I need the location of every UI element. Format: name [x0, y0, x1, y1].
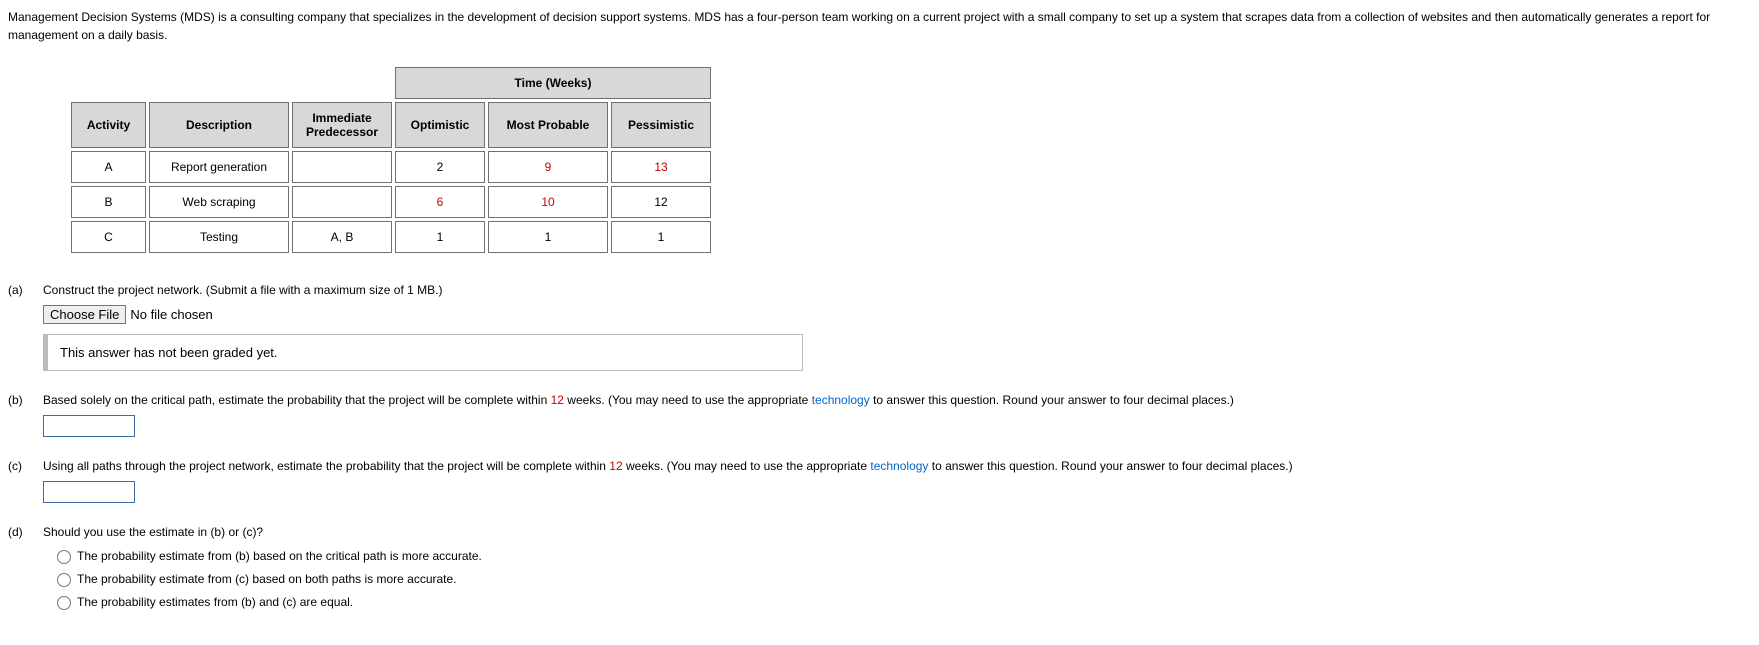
col-pessimistic: Pessimistic	[611, 102, 711, 148]
part-b-seg2: weeks. (You may need to use the appropri…	[564, 393, 812, 407]
cell-optimistic: 6	[395, 186, 485, 218]
cell-description: Web scraping	[149, 186, 289, 218]
table-row: AReport generation 2913	[71, 151, 711, 183]
cell-pessimistic: 13	[611, 151, 711, 183]
cell-most-probable: 1	[488, 221, 608, 253]
cell-pessimistic: 1	[611, 221, 711, 253]
problem-intro: Management Decision Systems (MDS) is a c…	[8, 8, 1751, 44]
cell-activity: B	[71, 186, 146, 218]
cell-most-probable: 10	[488, 186, 608, 218]
table-row: CTestingA, B111	[71, 221, 711, 253]
cell-pessimistic: 12	[611, 186, 711, 218]
part-c-seg3: to answer this question. Round your answ…	[928, 459, 1292, 473]
cell-optimistic: 1	[395, 221, 485, 253]
radio-icon[interactable]	[57, 596, 71, 610]
col-predecessor: Immediate Predecessor	[292, 102, 392, 148]
cell-predecessor: A, B	[292, 221, 392, 253]
part-c-label: (c)	[8, 457, 43, 473]
radio-option[interactable]: The probability estimates from (b) and (…	[57, 593, 1751, 612]
part-b: (b) Based solely on the critical path, e…	[8, 391, 1751, 437]
not-graded-notice: This answer has not been graded yet.	[43, 334, 803, 371]
part-a: (a) Construct the project network. (Subm…	[8, 281, 1751, 371]
part-d-label: (d)	[8, 523, 43, 539]
part-c-text: Using all paths through the project netw…	[43, 457, 1751, 475]
part-b-text: Based solely on the critical path, estim…	[43, 391, 1751, 409]
table-row: BWeb scraping 61012	[71, 186, 711, 218]
choose-file-button[interactable]: Choose File	[43, 305, 126, 324]
part-c-answer-input[interactable]	[43, 481, 135, 503]
empty-header-cell	[71, 67, 392, 99]
table-header-group-row: Time (Weeks)	[71, 67, 711, 99]
time-group-header: Time (Weeks)	[395, 67, 711, 99]
table-header-row: Activity Description Immediate Predecess…	[71, 102, 711, 148]
part-b-seg3: to answer this question. Round your answ…	[870, 393, 1234, 407]
cell-most-probable: 9	[488, 151, 608, 183]
part-c-seg1: Using all paths through the project netw…	[43, 459, 609, 473]
part-c-weeks: 12	[609, 459, 622, 473]
part-d-options: The probability estimate from (b) based …	[43, 547, 1751, 613]
radio-icon[interactable]	[57, 573, 71, 587]
cell-optimistic: 2	[395, 151, 485, 183]
radio-option[interactable]: The probability estimate from (c) based …	[57, 570, 1751, 589]
part-c-seg2: weeks. (You may need to use the appropri…	[623, 459, 871, 473]
cell-description: Testing	[149, 221, 289, 253]
col-description: Description	[149, 102, 289, 148]
file-upload-row: Choose File No file chosen	[43, 305, 1751, 324]
col-optimistic: Optimistic	[395, 102, 485, 148]
part-d-text: Should you use the estimate in (b) or (c…	[43, 523, 1751, 541]
cell-predecessor	[292, 186, 392, 218]
part-a-text: Construct the project network. (Submit a…	[43, 281, 1751, 299]
part-b-seg1: Based solely on the critical path, estim…	[43, 393, 551, 407]
col-activity: Activity	[71, 102, 146, 148]
activity-table-wrap: Time (Weeks) Activity Description Immedi…	[68, 64, 1751, 256]
radio-icon[interactable]	[57, 550, 71, 564]
part-b-weeks: 12	[551, 393, 564, 407]
cell-description: Report generation	[149, 151, 289, 183]
cell-activity: C	[71, 221, 146, 253]
activity-table: Time (Weeks) Activity Description Immedi…	[68, 64, 714, 256]
part-a-label: (a)	[8, 281, 43, 297]
part-c: (c) Using all paths through the project …	[8, 457, 1751, 503]
radio-option[interactable]: The probability estimate from (b) based …	[57, 547, 1751, 566]
radio-label: The probability estimate from (c) based …	[77, 570, 457, 589]
cell-activity: A	[71, 151, 146, 183]
part-d: (d) Should you use the estimate in (b) o…	[8, 523, 1751, 617]
technology-link-b[interactable]: technology	[812, 393, 870, 407]
part-b-answer-input[interactable]	[43, 415, 135, 437]
part-b-label: (b)	[8, 391, 43, 407]
file-status-label: No file chosen	[130, 307, 212, 322]
cell-predecessor	[292, 151, 392, 183]
radio-label: The probability estimates from (b) and (…	[77, 593, 353, 612]
col-most-probable: Most Probable	[488, 102, 608, 148]
radio-label: The probability estimate from (b) based …	[77, 547, 482, 566]
technology-link-c[interactable]: technology	[870, 459, 928, 473]
